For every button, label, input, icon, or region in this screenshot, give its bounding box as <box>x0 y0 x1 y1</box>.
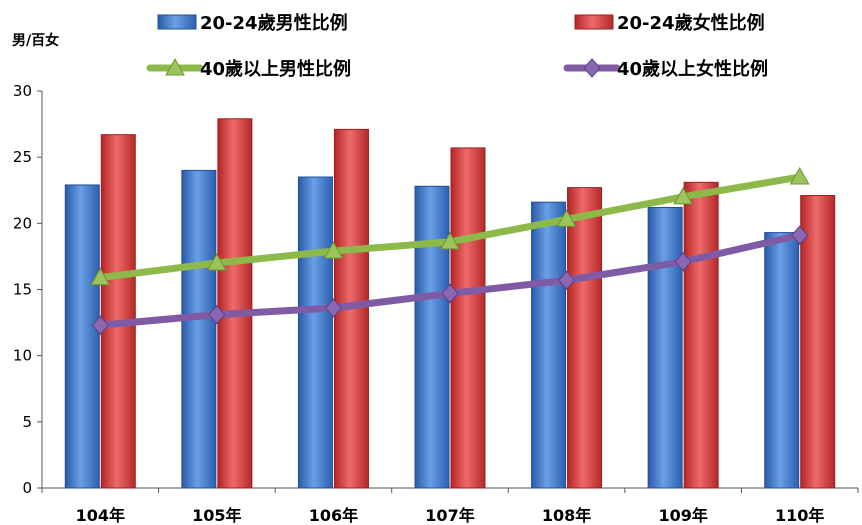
x-tick-label: 106年 <box>309 506 358 525</box>
x-tick-label: 108年 <box>542 506 591 525</box>
y-tick-label: 30 <box>13 82 32 100</box>
y-tick-label: 0 <box>22 479 32 497</box>
line-point <box>90 267 111 286</box>
line-point <box>441 283 459 304</box>
line-point <box>91 315 109 335</box>
axes: 0 5 10 15 20 25 30 104年 105年 106年 107年 108年 109年 110年 <box>13 82 859 525</box>
y-axis-label: 男/百女 <box>12 32 59 49</box>
x-tick-label: 104年 <box>76 506 125 525</box>
line-point <box>324 298 343 318</box>
bars <box>64 118 836 489</box>
legend-label: 20-24歲女性比例 <box>617 12 765 34</box>
legend-marker <box>583 58 601 78</box>
line-point <box>207 253 227 271</box>
line-point <box>208 304 226 325</box>
x-tick-label: 110年 <box>775 506 824 525</box>
x-tick-label: 105年 <box>192 506 241 525</box>
line-point <box>791 225 809 245</box>
line-point <box>323 241 344 259</box>
legend-swatch <box>574 14 614 30</box>
y-tick-label: 5 <box>22 413 32 431</box>
line-point <box>673 186 693 205</box>
legend: 20-24歲男性比例 20-24歲女性比例 40歲以上男性比例 40歲以上女性比例 <box>146 12 768 80</box>
line-point <box>556 209 577 227</box>
y-tick-label: 25 <box>13 148 32 166</box>
x-tick-label: 109年 <box>658 506 707 525</box>
bar <box>297 176 333 489</box>
bar <box>217 118 253 489</box>
lines <box>90 166 810 335</box>
bar <box>181 169 217 489</box>
y-tick-label: 15 <box>13 281 32 299</box>
x-tick-label: 107年 <box>425 506 474 525</box>
legend-label: 40歲以上男性比例 <box>200 58 351 80</box>
bar <box>567 187 603 489</box>
line-point <box>557 270 576 290</box>
bar <box>647 206 683 489</box>
legend-label: 40歲以上女性比例 <box>617 58 768 80</box>
line-point <box>440 231 460 250</box>
legend-swatch <box>157 14 197 30</box>
line-point <box>789 166 810 185</box>
bar <box>450 147 486 489</box>
y-tick-label: 20 <box>13 214 32 232</box>
legend-marker <box>165 57 185 76</box>
bar <box>100 134 136 489</box>
bar <box>64 184 100 489</box>
line-point <box>674 251 692 272</box>
y-tick-label: 10 <box>13 347 32 365</box>
bar <box>414 185 450 489</box>
bar <box>683 181 719 489</box>
bar <box>800 195 836 489</box>
bar <box>531 201 567 489</box>
bar <box>764 232 800 489</box>
legend-label: 20-24歲男性比例 <box>200 12 348 34</box>
